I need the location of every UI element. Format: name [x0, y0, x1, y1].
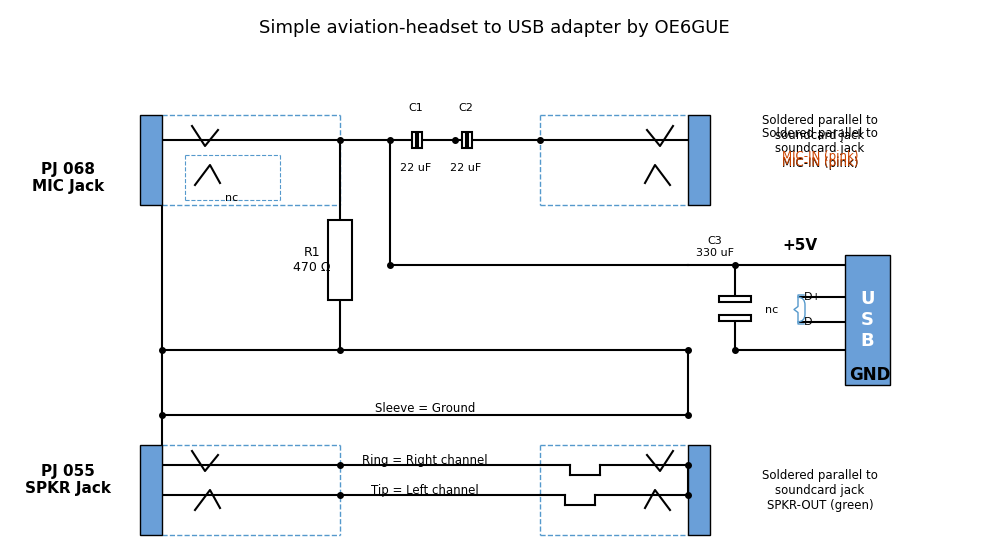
Text: Soldered parallel to
soundcard jack
MIC-IN (pink): Soldered parallel to soundcard jack MIC-…: [763, 127, 878, 170]
Text: MIC-IN (pink): MIC-IN (pink): [781, 150, 858, 162]
Text: 22 uF: 22 uF: [401, 163, 431, 173]
Bar: [845, 255, 890, 385]
Text: D+: D+: [804, 292, 822, 302]
Bar: [719, 296, 751, 302]
Bar: [140, 445, 162, 535]
Text: PJ 068
MIC Jack: PJ 068 MIC Jack: [32, 162, 104, 194]
Bar: [719, 315, 751, 321]
Bar: [688, 115, 710, 205]
Text: U
S
B: U S B: [860, 290, 874, 350]
Text: Sleeve = Ground: Sleeve = Ground: [375, 401, 475, 415]
Text: GND: GND: [850, 366, 891, 384]
Text: +5V: +5V: [782, 237, 818, 252]
Bar: [412, 132, 416, 148]
Text: Simple aviation-headset to USB adapter by OE6GUE: Simple aviation-headset to USB adapter b…: [259, 19, 729, 37]
Text: D-: D-: [804, 317, 817, 327]
Text: R1
470 Ω: R1 470 Ω: [294, 246, 330, 274]
Bar: [328, 220, 352, 300]
Text: C1: C1: [408, 103, 423, 113]
Bar: [468, 132, 472, 148]
Text: PJ 055
SPKR Jack: PJ 055 SPKR Jack: [25, 464, 111, 496]
Bar: [688, 445, 710, 535]
Text: Soldered parallel to
soundcard jack: Soldered parallel to soundcard jack: [763, 114, 878, 142]
Text: nc: nc: [764, 305, 778, 315]
Text: Ring = Right channel: Ring = Right channel: [362, 454, 488, 466]
Text: Tip = Left channel: Tip = Left channel: [371, 484, 479, 497]
Bar: [462, 132, 466, 148]
Text: 22 uF: 22 uF: [450, 163, 482, 173]
Text: C2: C2: [459, 103, 474, 113]
Text: nc: nc: [225, 193, 238, 203]
Bar: [140, 115, 162, 205]
Bar: [418, 132, 422, 148]
Text: MIC-IN (pink): MIC-IN (pink): [781, 156, 858, 168]
Text: C3
330 uF: C3 330 uF: [696, 236, 734, 258]
Text: Soldered parallel to
soundcard jack
SPKR-OUT (green): Soldered parallel to soundcard jack SPKR…: [763, 469, 878, 512]
